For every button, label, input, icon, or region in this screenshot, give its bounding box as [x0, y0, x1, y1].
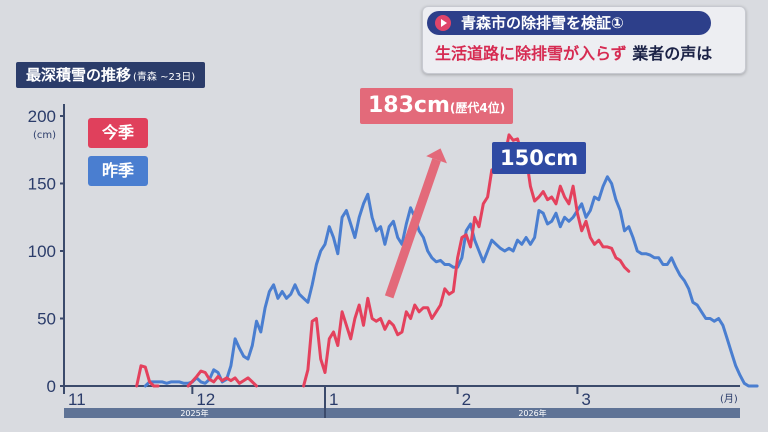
caption-headline-highlight: 生活道路に除排雪が入らず: [435, 44, 627, 63]
caption-series-title: 青森市の除排雪を検証①: [427, 11, 711, 35]
year-band-label: 2026年: [518, 408, 546, 418]
series-line-current: [135, 364, 160, 388]
current-peak-callout: 183cm(歴代4位): [360, 88, 514, 124]
year-band-label: 2025年: [180, 408, 208, 418]
legend-previous-season: 昨季: [88, 156, 148, 186]
caption-headline: 生活道路に除排雪が入らず 業者の声は: [435, 43, 712, 65]
x-tick-label: 2: [462, 390, 471, 409]
y-tick-label: 50: [37, 310, 56, 329]
x-tick-label: 12: [196, 390, 215, 409]
x-tick-label: 3: [581, 390, 590, 409]
y-tick-label: 100: [28, 242, 56, 261]
x-tick-label: 11: [68, 390, 86, 409]
current-peak-note: (歴代4位): [449, 101, 506, 115]
year-band: [64, 408, 325, 418]
previous-peak-callout: 150cm: [492, 142, 587, 174]
x-tick-label: 1: [329, 390, 338, 409]
legend-current-season: 今季: [88, 118, 148, 148]
series-line-current: [302, 133, 631, 388]
increase-arrow-shaft: [384, 158, 441, 299]
y-tick-label: 200: [28, 107, 56, 126]
y-tick-label: 0: [47, 377, 56, 396]
chart-title-main: 最深積雪の推移: [26, 66, 132, 84]
x-unit-label: (月): [720, 393, 738, 405]
chart-title: 最深積雪の推移 (青森 ~23日): [16, 62, 206, 88]
chart-title-sub: (青森 ~23日): [133, 72, 196, 83]
play-icon: [435, 15, 451, 31]
year-band: [325, 408, 740, 418]
caption-headline-rest: 業者の声は: [632, 44, 713, 63]
y-unit-label: (cm): [33, 130, 56, 141]
increase-arrow-head: [426, 148, 447, 164]
series-line-current: [186, 369, 258, 388]
current-peak-value: 183cm: [368, 93, 450, 118]
caption-line1-text: 青森市の除排雪を検証①: [461, 14, 624, 32]
y-tick-label: 150: [28, 175, 56, 194]
news-caption: 青森市の除排雪を検証① 生活道路に除排雪が入らず 業者の声は: [422, 6, 746, 74]
series-line-previous: [143, 175, 759, 388]
